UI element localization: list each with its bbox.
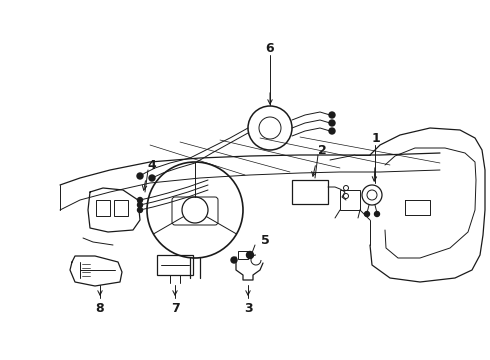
Text: 4: 4: [147, 158, 156, 171]
Bar: [238, 251, 248, 259]
Text: 7: 7: [171, 302, 179, 315]
Circle shape: [138, 198, 143, 202]
Circle shape: [365, 212, 369, 216]
Bar: [157, 255, 193, 275]
Bar: [292, 180, 328, 204]
Text: 5: 5: [261, 234, 270, 247]
Circle shape: [138, 207, 143, 212]
Text: 2: 2: [318, 144, 326, 157]
Circle shape: [138, 202, 143, 207]
Bar: [96, 200, 110, 216]
Circle shape: [149, 175, 155, 181]
Circle shape: [329, 120, 335, 126]
Bar: [114, 200, 128, 216]
Circle shape: [246, 252, 253, 258]
Text: 6: 6: [266, 41, 274, 54]
Text: 3: 3: [244, 302, 252, 315]
Circle shape: [374, 212, 379, 216]
Text: 1: 1: [371, 131, 380, 144]
Circle shape: [329, 112, 335, 118]
Circle shape: [329, 128, 335, 134]
Circle shape: [231, 257, 237, 263]
Circle shape: [137, 173, 143, 179]
Bar: [340, 190, 360, 210]
Text: 8: 8: [96, 302, 104, 315]
